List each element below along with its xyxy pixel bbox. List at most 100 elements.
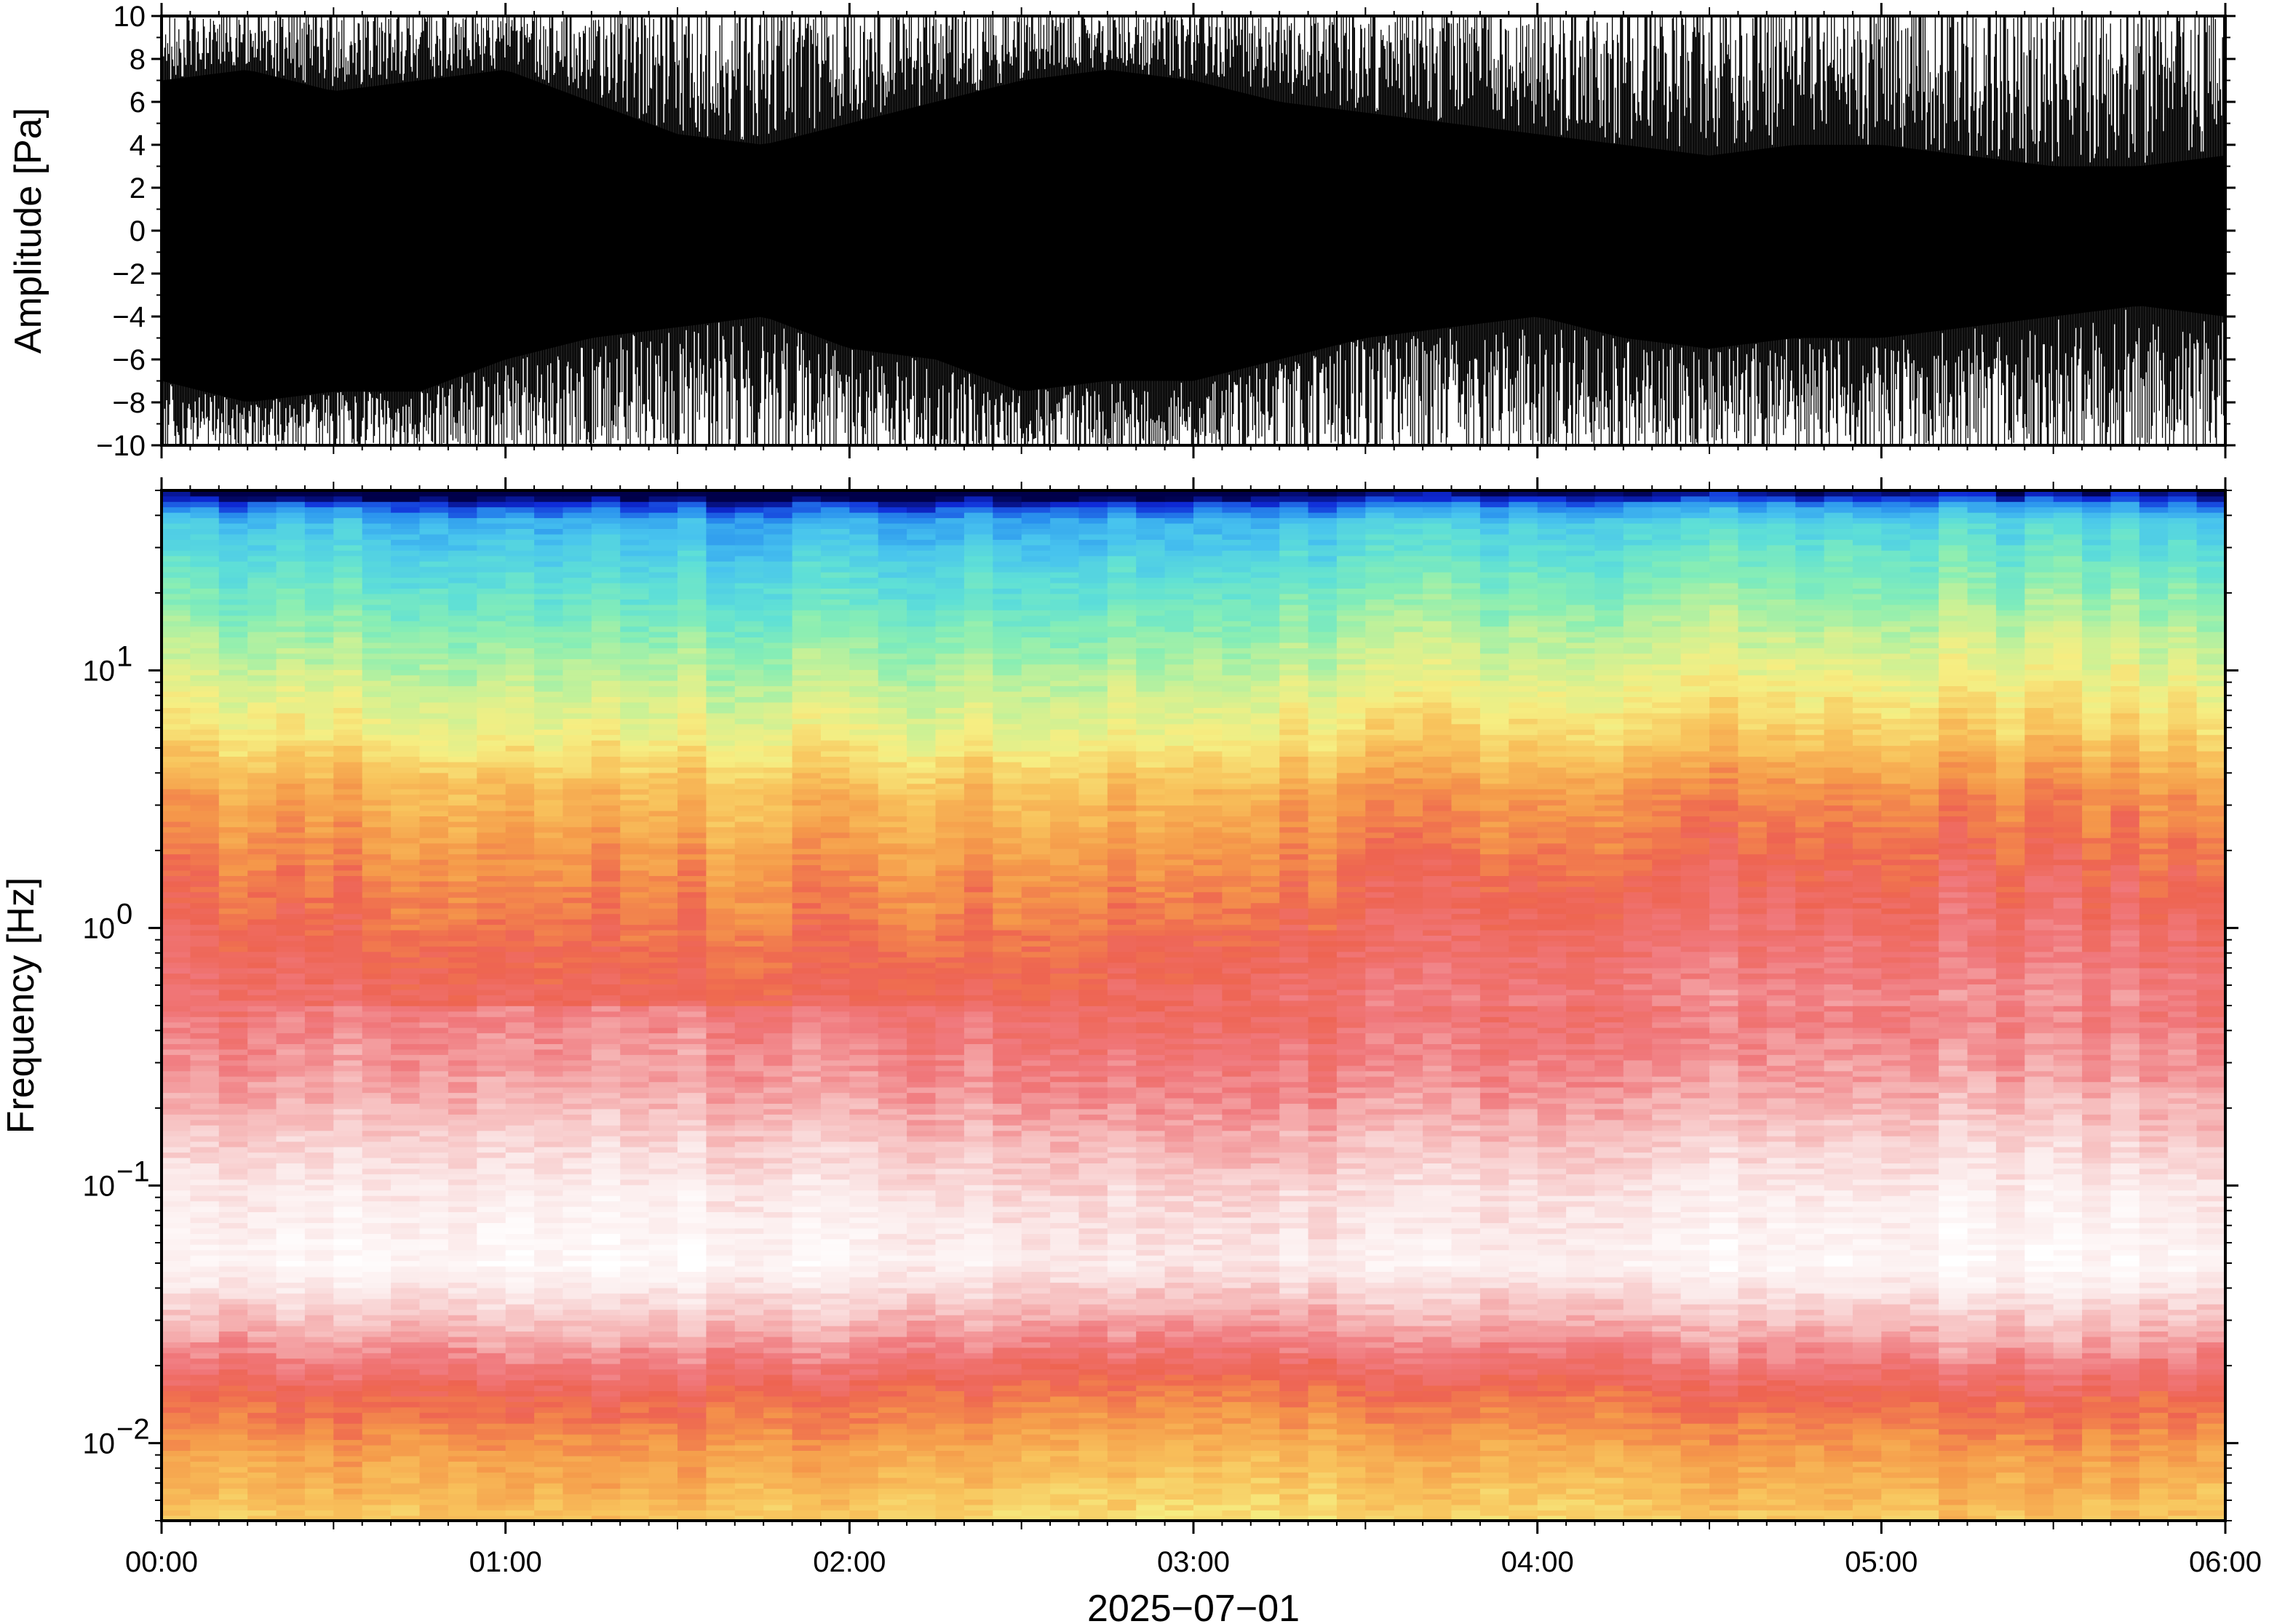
spectrogram-cell bbox=[1193, 1163, 1223, 1169]
spectrogram-cell bbox=[1509, 1243, 1538, 1251]
spectrogram-cell bbox=[190, 1211, 220, 1218]
spectrogram-cell bbox=[1308, 1163, 1338, 1169]
spectrogram-cell bbox=[763, 1211, 793, 1218]
spectrogram-cell bbox=[1680, 1249, 1710, 1256]
spectrogram-cell bbox=[505, 1303, 535, 1310]
spectrogram-cell bbox=[190, 1260, 220, 1267]
spectrogram-cell bbox=[563, 1428, 592, 1435]
spectrogram-cell bbox=[2053, 1493, 2083, 1500]
spectrogram-cell bbox=[1795, 1179, 1825, 1185]
spectrogram-cell bbox=[993, 1195, 1022, 1202]
spectrogram-cell bbox=[362, 1293, 392, 1299]
spectrogram-cell bbox=[620, 1282, 650, 1289]
spectrogram-cell bbox=[2082, 1206, 2112, 1212]
spectrogram-cell bbox=[1336, 1238, 1367, 1245]
spectrogram-cell bbox=[162, 1260, 191, 1267]
spectrogram-cell bbox=[333, 1374, 363, 1381]
spectrogram-cell bbox=[1050, 1336, 1080, 1342]
spectrogram-cell bbox=[2110, 1439, 2140, 1446]
spectrogram-cell bbox=[1537, 1254, 1567, 1262]
spectrogram-cell bbox=[1193, 1336, 1223, 1342]
spectrogram-cell bbox=[1078, 1222, 1108, 1229]
spectrogram-cell bbox=[1050, 1222, 1080, 1229]
spectrogram-cell bbox=[419, 1282, 449, 1289]
spectrogram-cell bbox=[1738, 1450, 1768, 1457]
spectrogram-cell bbox=[792, 1271, 822, 1278]
spectrogram-cell bbox=[1394, 1363, 1423, 1370]
spectrogram-cell bbox=[993, 1455, 1022, 1462]
spectrogram-cell bbox=[1738, 1488, 1768, 1494]
spectrogram-cell bbox=[1967, 1174, 1997, 1180]
spectrogram-cell bbox=[1881, 1444, 1911, 1451]
spectrogram-cell bbox=[391, 1342, 421, 1348]
spectrogram-cell bbox=[2053, 1249, 2083, 1256]
spectrogram-cell bbox=[1709, 1271, 1739, 1278]
spectrogram-cell bbox=[1939, 1380, 1968, 1386]
spectrogram-cell bbox=[563, 1455, 592, 1462]
spectrogram-cell bbox=[563, 1325, 592, 1332]
spectrogram-cell bbox=[534, 1477, 564, 1484]
spectrogram-cell bbox=[1308, 1233, 1338, 1240]
spectrogram-cell bbox=[1308, 1227, 1338, 1234]
spectrogram-cell bbox=[591, 1428, 621, 1435]
spectrogram-cell bbox=[1308, 1477, 1338, 1484]
spectrogram-cell bbox=[878, 1174, 907, 1180]
spectrogram-cell bbox=[448, 1363, 478, 1370]
spectrogram-cell bbox=[1566, 1390, 1596, 1397]
spectrogram-cell bbox=[620, 1439, 650, 1446]
spectrogram-cell bbox=[1451, 1174, 1481, 1180]
spectrogram-cell bbox=[247, 1433, 277, 1441]
spectrogram-cell bbox=[1250, 1515, 1280, 1521]
spectrogram-cell bbox=[333, 1488, 363, 1494]
spectrogram-cell bbox=[1279, 1184, 1309, 1191]
spectrogram-cell bbox=[2139, 1412, 2169, 1419]
spectrogram-cell bbox=[505, 1406, 535, 1413]
spectrogram-cell bbox=[763, 1363, 793, 1370]
spectrogram-cell bbox=[1136, 1336, 1166, 1342]
spectrogram-cell bbox=[1795, 1488, 1825, 1494]
spectrogram-cell bbox=[677, 1450, 707, 1457]
spectrogram-cell bbox=[276, 1406, 306, 1413]
spectrogram-cell bbox=[734, 1353, 764, 1359]
spectrogram-cell bbox=[2024, 1287, 2054, 1294]
spectrogram-cell bbox=[1365, 1222, 1395, 1229]
spectrogram-cell bbox=[1222, 1249, 1252, 1256]
spectrogram-cell bbox=[1365, 1233, 1395, 1240]
spectrogram-cell bbox=[1652, 1331, 1682, 1337]
spectrogram-cell bbox=[907, 1190, 937, 1196]
spectrogram-cell bbox=[304, 1260, 335, 1267]
spectrogram-cell bbox=[477, 1201, 506, 1207]
spectrogram-cell bbox=[2082, 1369, 2112, 1375]
spectrogram-cell bbox=[1021, 1243, 1051, 1251]
spectrogram-cell bbox=[2139, 1320, 2169, 1326]
spectrogram-cell bbox=[1423, 1374, 1453, 1381]
spectrogram-cell bbox=[935, 1336, 965, 1342]
spectrogram-cell bbox=[1509, 1309, 1538, 1315]
spectrogram-cell bbox=[1336, 1396, 1367, 1402]
spectrogram-cell bbox=[1222, 1325, 1252, 1332]
spectrogram-cell bbox=[820, 1265, 851, 1272]
spectrogram-cell bbox=[2110, 1227, 2140, 1234]
spectrogram-cell bbox=[993, 1342, 1022, 1348]
spectrogram-cell bbox=[218, 1271, 248, 1278]
spectrogram-cell bbox=[849, 1233, 879, 1240]
spectrogram-cell bbox=[1279, 1455, 1309, 1462]
spectrogram-cell bbox=[1623, 1450, 1653, 1457]
spectrogram-cell bbox=[1537, 1347, 1567, 1353]
spectrogram-cell bbox=[2110, 1428, 2140, 1435]
spectrogram-cell bbox=[1680, 1466, 1710, 1473]
spectrogram-cell bbox=[1939, 1303, 1968, 1310]
spectrogram-cell bbox=[1164, 1260, 1194, 1267]
spectrogram-cell bbox=[591, 1396, 621, 1402]
spectrogram-cell bbox=[304, 1482, 335, 1489]
spectrogram-cell bbox=[2196, 1466, 2225, 1473]
spectrogram-cell bbox=[1852, 1238, 1883, 1245]
spectrogram-cell bbox=[993, 1369, 1022, 1375]
spectrogram-cell bbox=[333, 1499, 363, 1505]
spectrogram-cell bbox=[190, 1444, 220, 1451]
spectrogram-cell bbox=[1136, 1320, 1166, 1326]
spectrogram-cell bbox=[620, 1303, 650, 1310]
spectrogram-cell bbox=[1107, 1233, 1137, 1240]
spectrogram-cell bbox=[419, 1515, 449, 1521]
